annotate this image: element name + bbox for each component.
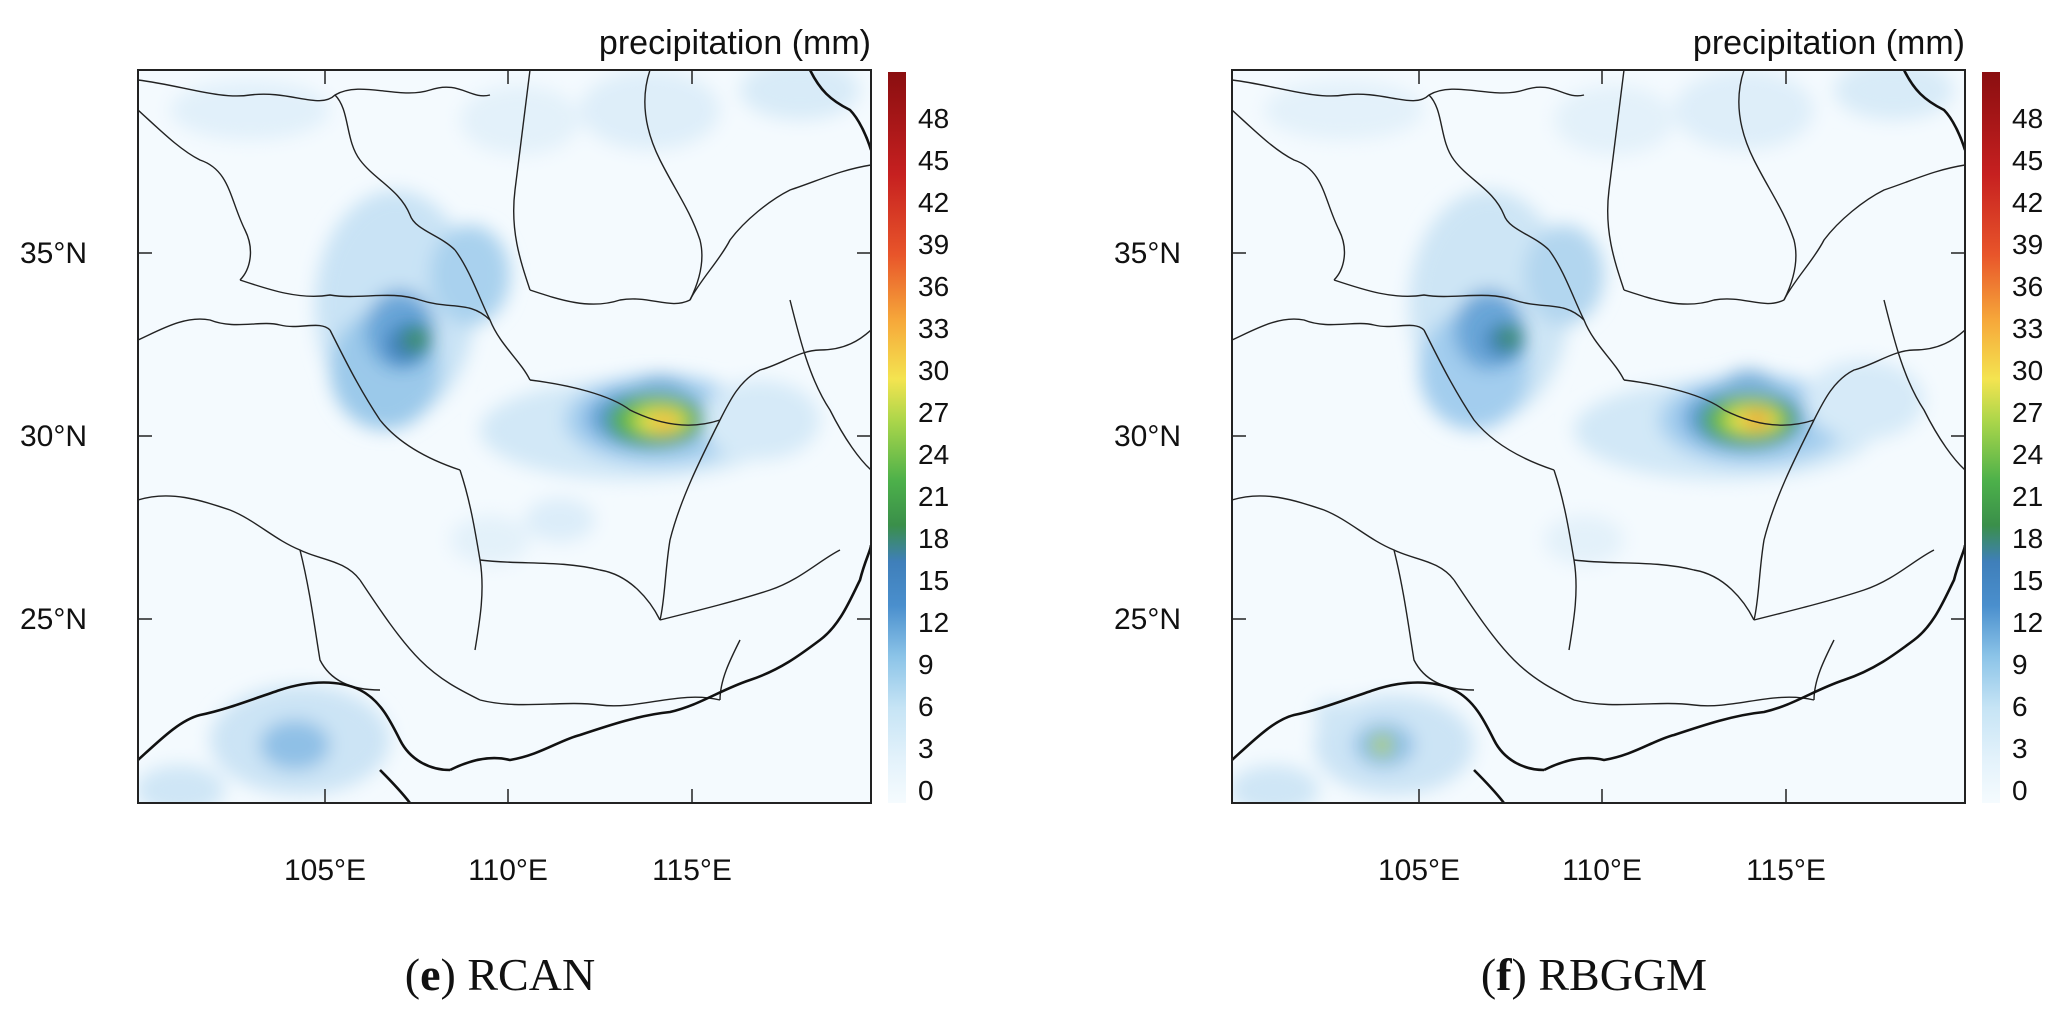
cbar-tick: 30 (2012, 355, 2043, 386)
colorbar-title: precipitation (mm) (1693, 24, 1965, 62)
map-panel-rcan: 35°N 30°N 25°N 105°E 110°E 115°E precipi… (0, 0, 1000, 1023)
colorbar (1982, 72, 2000, 803)
colorbar-ticks: 0 3 6 9 12 15 18 21 24 27 30 33 36 39 42 45 48 (2012, 103, 2043, 806)
cbar-tick: 39 (2012, 229, 2043, 260)
cbar-tick: 24 (918, 439, 949, 470)
cbar-tick: 45 (2012, 145, 2043, 176)
colorbar-ticks: 0 3 6 9 12 15 18 21 24 27 30 33 36 39 42 45 48 (918, 103, 949, 806)
lat-label-25: 25°N (20, 603, 87, 636)
cbar-tick: 27 (2012, 397, 2043, 428)
cbar-tick: 18 (918, 523, 949, 554)
cbar-tick: 0 (2012, 775, 2028, 806)
caption-letter: e (420, 949, 441, 1000)
colorbar-title: precipitation (mm) (599, 24, 871, 62)
colorbar (888, 72, 906, 803)
province-boundaries (138, 70, 871, 707)
cbar-tick: 39 (918, 229, 949, 260)
lat-label-25: 25°N (1114, 603, 1181, 636)
map-panel-rbggm: 35°N 30°N 25°N 105°E 110°E 115°E precipi… (1094, 0, 2067, 1023)
lon-label-115: 115°E (652, 854, 732, 887)
cbar-tick: 33 (918, 313, 949, 344)
precip-field (1232, 70, 1954, 803)
precipitation-map-rbggm: 35°N 30°N 25°N 105°E 110°E 115°E precipi… (1114, 24, 2043, 887)
caption-name: RBGGM (1538, 949, 1708, 1000)
coastline (138, 70, 871, 803)
precip-field (138, 70, 860, 803)
cbar-tick: 45 (918, 145, 949, 176)
lon-label-110: 110°E (468, 854, 548, 887)
cbar-tick: 3 (2012, 733, 2028, 764)
lon-label-110: 110°E (1562, 854, 1642, 887)
lat-label-30: 30°N (1114, 420, 1181, 453)
cbar-tick: 33 (2012, 313, 2043, 344)
lat-ticks (1232, 70, 1965, 803)
caption-f: (f) RBGGM (1480, 949, 1708, 1000)
lat-label-35: 35°N (1114, 237, 1181, 270)
cbar-tick: 21 (918, 481, 949, 512)
cbar-tick: 12 (2012, 607, 2043, 638)
coastline (1232, 70, 1965, 803)
lon-label-115: 115°E (1746, 854, 1826, 887)
cbar-tick: 6 (918, 691, 934, 722)
cbar-tick: 18 (2012, 523, 2043, 554)
cbar-tick: 30 (918, 355, 949, 386)
cbar-tick: 36 (2012, 271, 2043, 302)
cbar-tick: 48 (2012, 103, 2043, 134)
cbar-tick: 27 (918, 397, 949, 428)
province-boundaries (1232, 70, 1965, 707)
cbar-tick: 42 (2012, 187, 2043, 218)
lat-ticks (138, 70, 871, 803)
cbar-tick: 24 (2012, 439, 2043, 470)
cbar-tick: 42 (918, 187, 949, 218)
cbar-tick: 3 (918, 733, 934, 764)
lon-label-105: 105°E (1378, 854, 1460, 887)
cbar-tick: 48 (918, 103, 949, 134)
cbar-tick: 15 (918, 565, 949, 596)
cbar-tick: 15 (2012, 565, 2043, 596)
cbar-tick: 6 (2012, 691, 2028, 722)
lat-label-35: 35°N (20, 237, 87, 270)
cbar-tick: 36 (918, 271, 949, 302)
caption-e: (e) RCAN (404, 949, 596, 1000)
cbar-tick: 9 (918, 649, 934, 680)
caption-letter: f (1496, 949, 1512, 1000)
cbar-tick: 0 (918, 775, 934, 806)
lat-label-30: 30°N (20, 420, 87, 453)
cbar-tick: 21 (2012, 481, 2043, 512)
precipitation-map-rcan: 35°N 30°N 25°N 105°E 110°E 115°E precipi… (20, 24, 949, 887)
lon-label-105: 105°E (284, 854, 366, 887)
cbar-tick: 12 (918, 607, 949, 638)
cbar-tick: 9 (2012, 649, 2028, 680)
caption-name: RCAN (467, 949, 596, 1000)
